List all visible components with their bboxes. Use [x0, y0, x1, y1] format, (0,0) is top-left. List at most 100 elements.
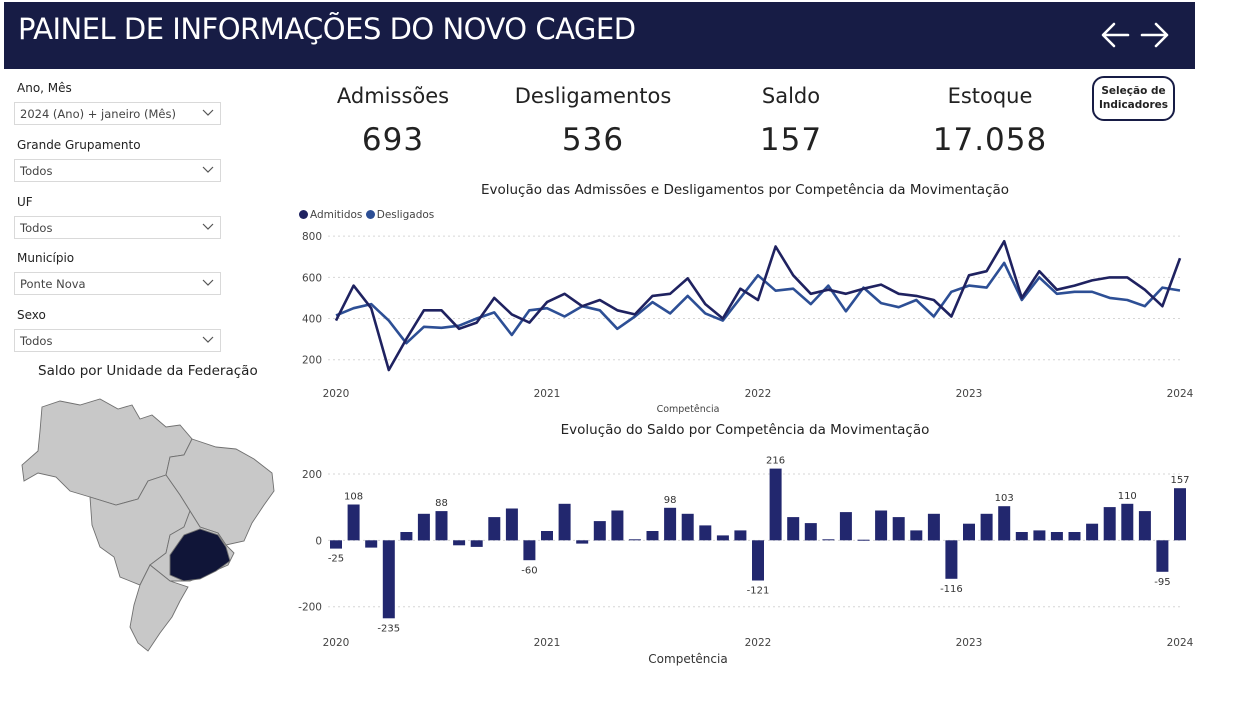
bar [945, 540, 958, 579]
bar-data-label: -60 [521, 565, 537, 576]
indicators-selection-button[interactable]: Seleção de Indicadores [1092, 76, 1175, 121]
bar-data-label: 98 [664, 495, 677, 506]
bar-data-label: 216 [766, 456, 785, 467]
bar [892, 517, 905, 541]
y-tick-label: -200 [298, 602, 322, 614]
bar [558, 503, 571, 541]
filter-label: Sexo [17, 308, 46, 322]
bar [910, 530, 923, 541]
chevron-down-icon [202, 109, 214, 116]
legend-item-desligados[interactable]: Desligados [365, 209, 435, 221]
dropdown-uf[interactable]: Todos [14, 216, 221, 239]
x-tick-label: 2021 [534, 637, 561, 649]
bar [875, 510, 888, 541]
dropdown-municipio[interactable]: Ponte Nova [14, 272, 221, 295]
bar [347, 504, 360, 541]
series-line-desligados [335, 261, 1181, 345]
map-region-south[interactable] [129, 564, 189, 652]
map-state-minas-gerais[interactable] [169, 528, 231, 582]
bar-data-label: -116 [940, 584, 963, 595]
dropdown-value: Ponte Nova [20, 277, 86, 291]
y-tick-label: 600 [302, 272, 322, 284]
bar [927, 513, 940, 541]
bar [628, 539, 641, 541]
bar-data-label: 88 [435, 498, 448, 509]
bar [1068, 532, 1081, 541]
dropdown-grande-grupamento[interactable]: Todos [14, 159, 221, 182]
bar [734, 530, 747, 541]
kpi-value: 17.058 [932, 122, 1048, 158]
bar [505, 508, 518, 541]
bar [1103, 507, 1116, 541]
bar [1050, 532, 1063, 541]
bar [963, 523, 975, 541]
button-label-line2: Indicadores [1098, 99, 1169, 111]
brazil-map [21, 398, 275, 652]
bar [1156, 540, 1169, 572]
arrow-left-icon[interactable] [1098, 17, 1132, 53]
x-tick-label: 2023 [956, 637, 983, 649]
bar [1138, 511, 1151, 541]
kpi-label: Estoque [947, 84, 1033, 108]
bar [1086, 523, 1099, 541]
chevron-down-icon [202, 223, 214, 230]
dropdown-sexo[interactable]: Todos [14, 329, 221, 352]
map-region-northeast[interactable] [165, 438, 275, 546]
map-title: Saldo por Unidade da Federação [38, 363, 258, 379]
bar-data-label: -235 [377, 623, 400, 634]
header-bar: PAINEL DE INFORMAÇÕES DO NOVO CAGED [4, 2, 1195, 69]
kpi-estoque: Estoque 17.058 [900, 84, 1080, 158]
bar [382, 540, 395, 619]
bar [752, 540, 764, 581]
x-tick-label: 2020 [323, 388, 350, 400]
x-tick-label: 2021 [534, 388, 561, 400]
bar [1121, 503, 1134, 541]
legend-item-admitidos[interactable]: Admitidos [299, 209, 362, 221]
kpi-label: Saldo [761, 84, 821, 108]
filter-municipio: Município Ponte Nova [14, 251, 221, 295]
x-tick-label: 2024 [1167, 388, 1194, 400]
x-tick-label: 2022 [745, 637, 772, 649]
bar [804, 523, 817, 541]
y-tick-label: 800 [302, 231, 322, 243]
line-chart-legend: Admitidos Desligados [299, 209, 434, 221]
bar-data-label: 108 [344, 491, 363, 502]
filter-sexo: Sexo Todos [14, 308, 221, 352]
legend-dot [365, 210, 375, 219]
bar [980, 513, 993, 541]
kpi-desligamentos: Desligamentos 536 [503, 84, 683, 158]
kpi-value: 157 [759, 122, 823, 158]
legend-label: Admitidos [310, 209, 363, 221]
bar [822, 539, 835, 541]
button-label-line1: Seleção de [1101, 85, 1166, 97]
bar-data-label: 110 [1118, 491, 1137, 502]
filter-grande-grupamento: Grande Grupamento Todos [14, 138, 221, 182]
y-tick-label: 0 [315, 535, 322, 547]
bar [435, 511, 448, 541]
kpi-value: 536 [561, 122, 625, 158]
bar [769, 468, 782, 541]
arrow-right-icon[interactable] [1138, 17, 1172, 53]
x-axis-label: Competência [657, 404, 720, 415]
bar-data-label: 157 [1170, 475, 1189, 486]
line-chart: 200 400 600 800 2020 2021 2022 2023 2024 Competên… [302, 231, 1194, 415]
x-tick-label: 2022 [745, 388, 772, 400]
filter-label: Ano, Mês [17, 81, 72, 95]
bar [1174, 488, 1186, 541]
bar [839, 512, 852, 541]
dropdown-ano-mes[interactable]: 2024 (Ano) + janeiro (Mês) [14, 102, 221, 125]
x-tick-label: 2024 [1167, 637, 1194, 649]
legend-label: Desligados [376, 209, 435, 221]
filter-ano-mes: Ano, Mês 2024 (Ano) + janeiro (Mês) [14, 81, 221, 125]
kpi-label: Desligamentos [514, 84, 672, 108]
bar [400, 532, 413, 541]
kpi-label: Admissões [336, 84, 450, 108]
bar [523, 540, 536, 561]
bar [1015, 532, 1028, 541]
x-tick-label: 2020 [323, 637, 350, 649]
kpi-admissoes: Admissões 693 [303, 84, 483, 158]
page-title: PAINEL DE INFORMAÇÕES DO NOVO CAGED [18, 12, 636, 46]
bar-data-label: -25 [328, 554, 344, 565]
bar [488, 517, 501, 541]
y-tick-label: 400 [302, 314, 322, 326]
